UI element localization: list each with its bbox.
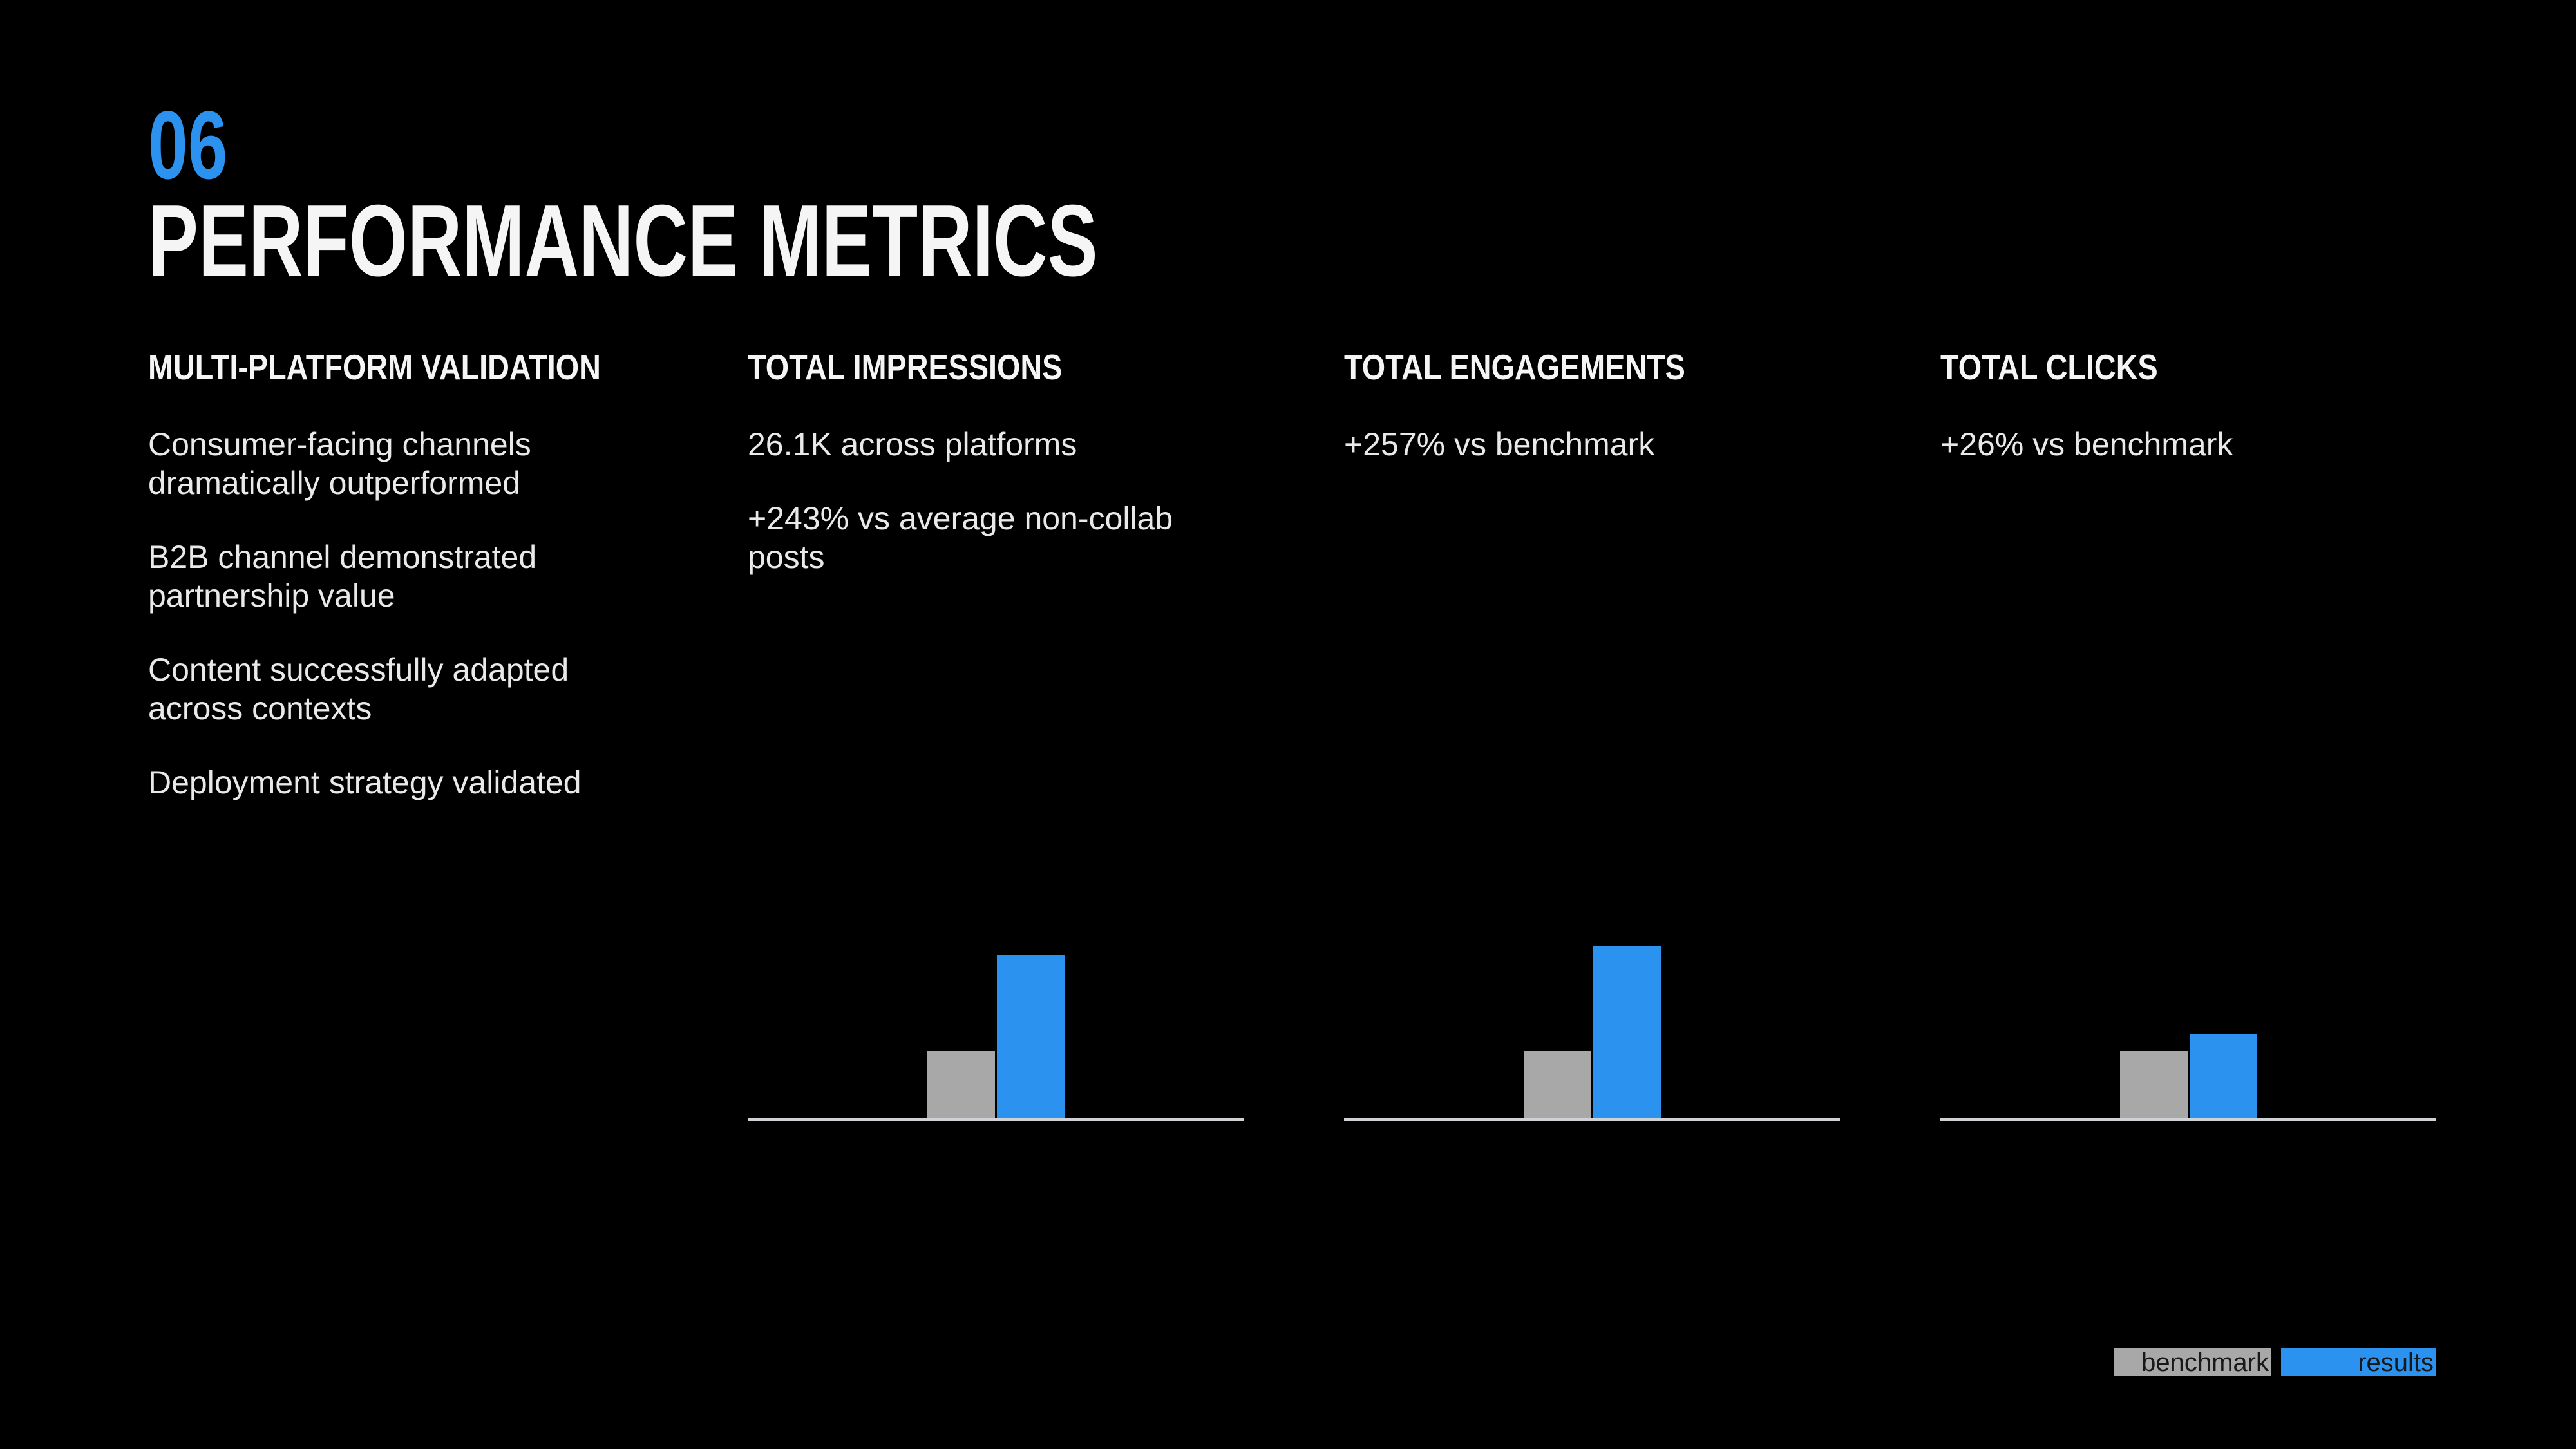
slide-number: 06 <box>148 91 228 199</box>
column-paragraph: +26% vs benchmark <box>1940 426 2233 462</box>
benchmark-bar <box>927 1051 995 1118</box>
legend-item-results: results <box>2281 1348 2436 1377</box>
benchmark-bar <box>2119 1051 2188 1118</box>
column-total-impressions: TOTAL IMPRESSIONS 26.1K across platforms… <box>748 350 1218 612</box>
column-paragraph: Content successfully adapted across cont… <box>148 652 569 726</box>
column-paragraph: 26.1K across platforms <box>748 426 1077 462</box>
column-paragraph: +243% vs average non-collab posts <box>748 500 1173 575</box>
column-paragraph: B2B channel demonstrated partnership val… <box>148 539 537 614</box>
column-multi-platform-validation: MULTI-PLATFORM VALIDATION Consumer-facin… <box>148 350 618 837</box>
column-paragraph: Consumer-facing channels dramatically ou… <box>148 426 531 501</box>
column-paragraph: Deployment strategy validated <box>148 764 582 800</box>
column-heading: TOTAL ENGAGEMENTS <box>1344 347 1685 387</box>
bar-chart <box>1940 947 2436 1121</box>
results-bar <box>1593 946 1661 1118</box>
results-bar <box>996 955 1065 1118</box>
results-bar <box>2189 1034 2257 1118</box>
column-heading: TOTAL IMPRESSIONS <box>748 347 1063 387</box>
bar-chart <box>1344 946 1840 1121</box>
legend-item-benchmark: benchmark <box>2114 1348 2271 1377</box>
column-heading: TOTAL CLICKS <box>1940 347 2158 387</box>
column-heading: MULTI-PLATFORM VALIDATION <box>148 347 601 387</box>
column-paragraph: +257% vs benchmark <box>1344 426 1655 462</box>
legend: benchmark results <box>0 1348 2576 1377</box>
benchmark-bar <box>1523 1051 1591 1118</box>
legend-label-results: results <box>2358 1349 2434 1377</box>
column-total-engagements: TOTAL ENGAGEMENTS +257% vs benchmark <box>1344 350 1814 499</box>
page-title: PERFORMANCE METRICS <box>148 184 1098 298</box>
bar-chart <box>748 947 1244 1121</box>
legend-label-benchmark: benchmark <box>2141 1349 2269 1377</box>
column-total-clicks: TOTAL CLICKS +26% vs benchmark <box>1940 350 2410 499</box>
